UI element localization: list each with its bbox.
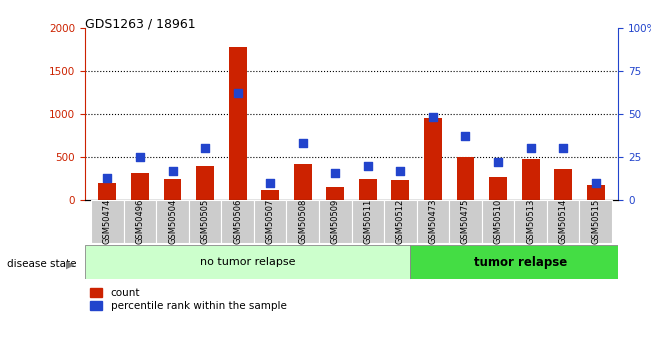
Text: GSM50512: GSM50512: [396, 199, 405, 244]
Point: [298, 140, 308, 146]
Bar: [124, 200, 156, 243]
Bar: [547, 200, 579, 243]
Bar: [196, 167, 214, 200]
Bar: [254, 200, 286, 243]
Text: GSM50510: GSM50510: [493, 199, 503, 244]
Bar: [391, 180, 409, 200]
Point: [167, 168, 178, 174]
Bar: [85, 245, 410, 279]
Point: [493, 159, 503, 165]
Text: GSM50507: GSM50507: [266, 199, 275, 244]
Point: [200, 146, 210, 151]
Bar: [521, 159, 540, 200]
Legend: count, percentile rank within the sample: count, percentile rank within the sample: [90, 288, 286, 311]
Text: no tumor relapse: no tumor relapse: [200, 257, 295, 267]
Text: GSM50509: GSM50509: [331, 199, 340, 244]
Point: [395, 168, 406, 174]
Bar: [554, 169, 572, 200]
Point: [428, 115, 438, 120]
Text: GSM50473: GSM50473: [428, 199, 437, 244]
Text: GSM50511: GSM50511: [363, 199, 372, 244]
Bar: [286, 200, 319, 243]
Text: GSM50506: GSM50506: [233, 199, 242, 244]
Point: [363, 163, 373, 168]
Point: [558, 146, 568, 151]
Text: ▶: ▶: [66, 260, 75, 270]
Point: [460, 134, 471, 139]
Text: disease state: disease state: [7, 259, 76, 269]
Bar: [384, 200, 417, 243]
Bar: [579, 200, 612, 243]
Bar: [229, 47, 247, 200]
Bar: [189, 200, 221, 243]
Text: GSM50504: GSM50504: [168, 199, 177, 244]
Bar: [156, 200, 189, 243]
Text: GSM50508: GSM50508: [298, 199, 307, 244]
Text: tumor relapse: tumor relapse: [474, 256, 568, 269]
Point: [525, 146, 536, 151]
Bar: [261, 190, 279, 200]
Text: GSM50475: GSM50475: [461, 199, 470, 244]
Bar: [319, 200, 352, 243]
Text: GSM50505: GSM50505: [201, 199, 210, 244]
Text: GSM50514: GSM50514: [559, 199, 568, 244]
Text: GSM50515: GSM50515: [591, 199, 600, 244]
Bar: [456, 157, 475, 200]
Point: [265, 180, 275, 186]
Bar: [514, 200, 547, 243]
Bar: [326, 187, 344, 200]
Bar: [482, 200, 514, 243]
Bar: [91, 200, 124, 243]
Bar: [163, 179, 182, 200]
Bar: [410, 245, 618, 279]
Bar: [131, 172, 149, 200]
Text: GSM50474: GSM50474: [103, 199, 112, 244]
Point: [330, 170, 340, 175]
Bar: [449, 200, 482, 243]
Bar: [98, 183, 117, 200]
Point: [135, 154, 145, 160]
Point: [102, 175, 113, 180]
Bar: [359, 179, 377, 200]
Point: [590, 180, 601, 186]
Bar: [424, 118, 442, 200]
Text: GSM50496: GSM50496: [135, 199, 145, 244]
Bar: [587, 186, 605, 200]
Text: GSM50513: GSM50513: [526, 199, 535, 244]
Bar: [221, 200, 254, 243]
Bar: [417, 200, 449, 243]
Text: GDS1263 / 18961: GDS1263 / 18961: [85, 17, 195, 30]
Bar: [294, 164, 312, 200]
Point: [232, 90, 243, 96]
Bar: [489, 177, 507, 200]
Bar: [352, 200, 384, 243]
